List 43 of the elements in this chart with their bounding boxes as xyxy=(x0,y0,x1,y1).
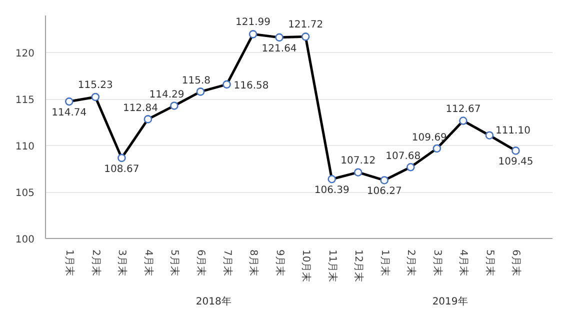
x-tick-label: 4月末 xyxy=(142,250,154,276)
x-tick-label: 7月末 xyxy=(221,250,234,276)
text: 107.68 xyxy=(386,151,421,162)
text: 121.72 xyxy=(288,20,324,31)
x-tick-label: 9月末 xyxy=(274,250,286,276)
text: 116.58 xyxy=(234,80,269,92)
text: 114.29 xyxy=(149,90,184,101)
x-tick-label: 1月末 xyxy=(64,250,76,276)
y-tick-label: 110 xyxy=(15,142,35,153)
text: 107.12 xyxy=(340,155,376,166)
text: 112.67 xyxy=(446,104,481,115)
y-tick-label: 100 xyxy=(15,234,35,246)
text: 115.23 xyxy=(78,80,113,91)
x-tick-label: 2月末 xyxy=(405,250,418,276)
text: 111.10 xyxy=(495,125,530,136)
x-tick-label: 6月末 xyxy=(194,250,207,276)
text: 114.74 xyxy=(52,108,87,119)
x-tick-label: 10月末 xyxy=(300,250,312,282)
text: 109.69 xyxy=(412,132,447,144)
x-tick-label: 5月末 xyxy=(484,250,496,276)
x-tick-label: 11月末 xyxy=(326,250,338,282)
text: 115.8 xyxy=(182,76,210,87)
x-tick-label: 6月末 xyxy=(510,250,522,276)
text: 108.67 xyxy=(104,164,140,175)
text: 112.84 xyxy=(122,103,158,114)
x-tick-label: 5月末 xyxy=(168,250,181,276)
text: 121.64 xyxy=(262,43,297,54)
y-tick-label: 115 xyxy=(15,95,35,106)
x-tick-label: 1月末 xyxy=(378,250,391,276)
text: 109.45 xyxy=(498,156,534,168)
x-tick-label: 3月末 xyxy=(116,250,128,276)
text: 121.99 xyxy=(236,17,271,28)
y-tick-label: 120 xyxy=(15,48,35,60)
x-tick-label: 12月末 xyxy=(352,250,365,282)
x-tick-label: 2月末 xyxy=(90,250,102,276)
text: 2018年 xyxy=(196,296,232,308)
text: 106.27 xyxy=(366,186,402,198)
text: 106.39 xyxy=(314,185,350,196)
text: 2019年 xyxy=(432,296,468,308)
y-tick-label: 105 xyxy=(15,188,35,200)
x-tick-label: 4月末 xyxy=(458,250,470,276)
x-tick-label: 8月末 xyxy=(248,250,260,276)
x-tick-label: 3月末 xyxy=(431,250,444,276)
